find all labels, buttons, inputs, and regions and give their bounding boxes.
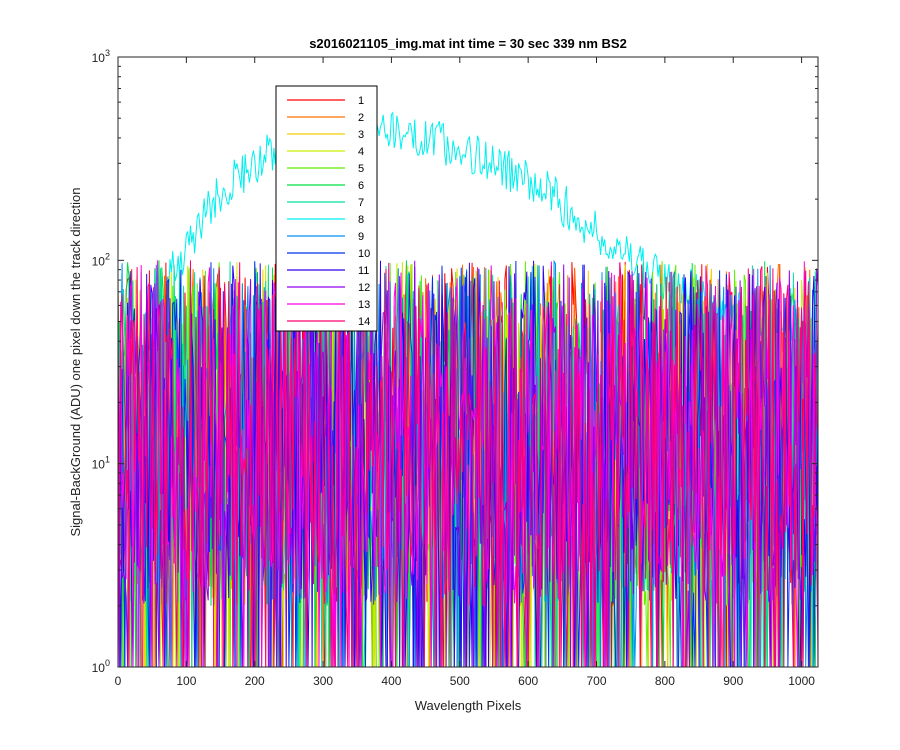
legend-box [275,85,378,332]
series-layer [117,102,819,668]
x-tick-label: 200 [245,674,265,688]
x-tick-label: 800 [655,674,675,688]
x-tick-label: 700 [587,674,607,688]
legend-label-14: 14 [358,316,370,328]
legend-label-13: 13 [358,299,370,311]
legend-label-9: 9 [358,231,364,243]
x-tick-label: 300 [313,674,333,688]
legend-label-4: 4 [358,146,364,158]
y-axis-label: Signal-BackGround (ADU) one pixel down t… [68,187,83,536]
legend-label-1: 1 [358,95,364,107]
legend-label-11: 11 [358,265,369,277]
legend-label-6: 6 [358,180,364,192]
x-tick-label: 0 [115,674,122,688]
legend-label-12: 12 [358,282,370,294]
legend-label-5: 5 [358,163,364,175]
legend-label-3: 3 [358,129,364,141]
x-tick-label: 600 [518,674,538,688]
axes-box [117,56,819,668]
y-tick-label: 102 [92,251,110,268]
x-tick-label: 900 [723,674,743,688]
x-tick-label: 1000 [788,674,815,688]
legend-label-2: 2 [358,112,364,124]
y-tick-label: 100 [92,658,110,675]
legend-label-8: 8 [358,214,364,226]
x-tick-label: 100 [176,674,196,688]
x-axis-label: Wavelength Pixels [415,698,522,713]
y-tick-label: 101 [92,455,110,472]
x-axis-ticks: 0 100 200 300 400 500 600 700 800 900 1000 [115,57,815,688]
series-line-13 [117,260,819,668]
legend-label-10: 10 [358,248,370,260]
chart-title: s2016021105_img.mat int time = 30 sec 33… [309,36,627,51]
x-tick-label: 500 [450,674,470,688]
x-tick-label: 400 [381,674,401,688]
legend-label-7: 7 [358,197,364,209]
y-tick-label: 103 [92,48,110,65]
series-line-14 [117,260,819,668]
